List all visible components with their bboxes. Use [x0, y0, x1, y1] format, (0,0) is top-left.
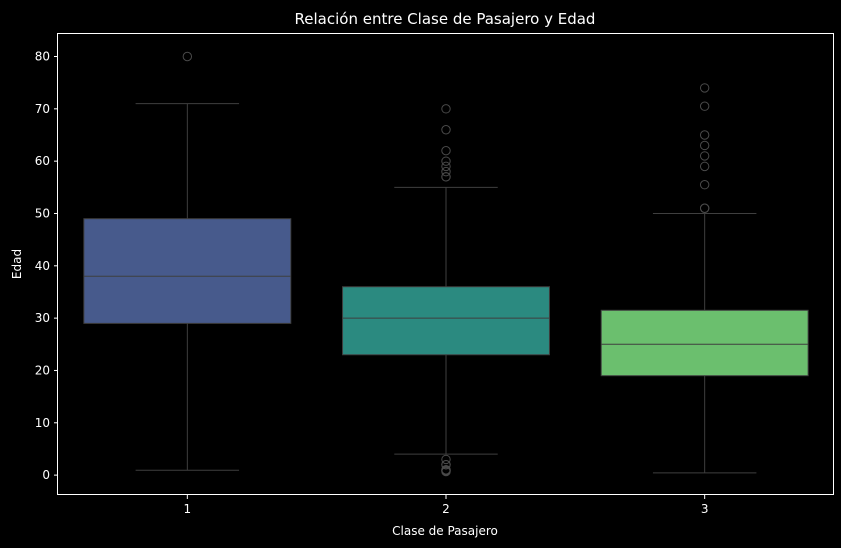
x-tick-label: 2 [442, 502, 450, 516]
y-axis: 0 10 20 30 40 50 60 70 80 [35, 50, 58, 482]
outlier-point [699, 203, 710, 213]
outlier-point [441, 156, 451, 166]
plot-frame [57, 33, 834, 495]
x-tick-label: 3 [701, 502, 709, 516]
x-axis-label: Clase de Pasajero [392, 524, 498, 538]
plot-area [83, 51, 809, 477]
outlier-point [441, 166, 451, 177]
box-group-class-1 [83, 51, 292, 471]
y-tick-label: 50 [35, 206, 50, 220]
x-tick-label: 1 [184, 502, 192, 516]
outlier-point [441, 172, 451, 182]
outlier-point [699, 180, 710, 190]
outlier-point [699, 130, 710, 140]
outlier-point [699, 101, 710, 111]
outlier-point [441, 145, 451, 156]
box [600, 309, 809, 377]
outlier-point [699, 140, 710, 151]
x-axis: 1 2 3 [184, 495, 709, 516]
box-group-class-2 [342, 104, 550, 477]
outlier-point [441, 454, 451, 465]
box [342, 286, 550, 356]
y-tick-label: 80 [35, 50, 50, 64]
outlier-point [699, 161, 710, 172]
box [83, 218, 292, 324]
outlier-point [699, 151, 710, 161]
y-tick-label: 40 [35, 259, 50, 273]
y-tick-label: 0 [42, 468, 50, 482]
y-axis-label: Edad [10, 249, 24, 279]
y-tick-label: 70 [35, 102, 50, 116]
y-tick-label: 20 [35, 363, 50, 377]
outlier-point [182, 51, 193, 62]
outlier-point [441, 459, 451, 470]
outlier-point [441, 161, 451, 172]
y-tick-label: 30 [35, 311, 50, 325]
box-group-class-3 [600, 83, 809, 474]
y-tick-label: 60 [35, 154, 50, 168]
outlier-point [441, 104, 451, 114]
chart-title: Relación entre Clase de Pasajero y Edad [295, 10, 596, 28]
y-tick-label: 10 [35, 416, 50, 430]
outlier-point [699, 83, 710, 93]
outlier-point [441, 125, 451, 135]
outlier-point [441, 465, 451, 475]
